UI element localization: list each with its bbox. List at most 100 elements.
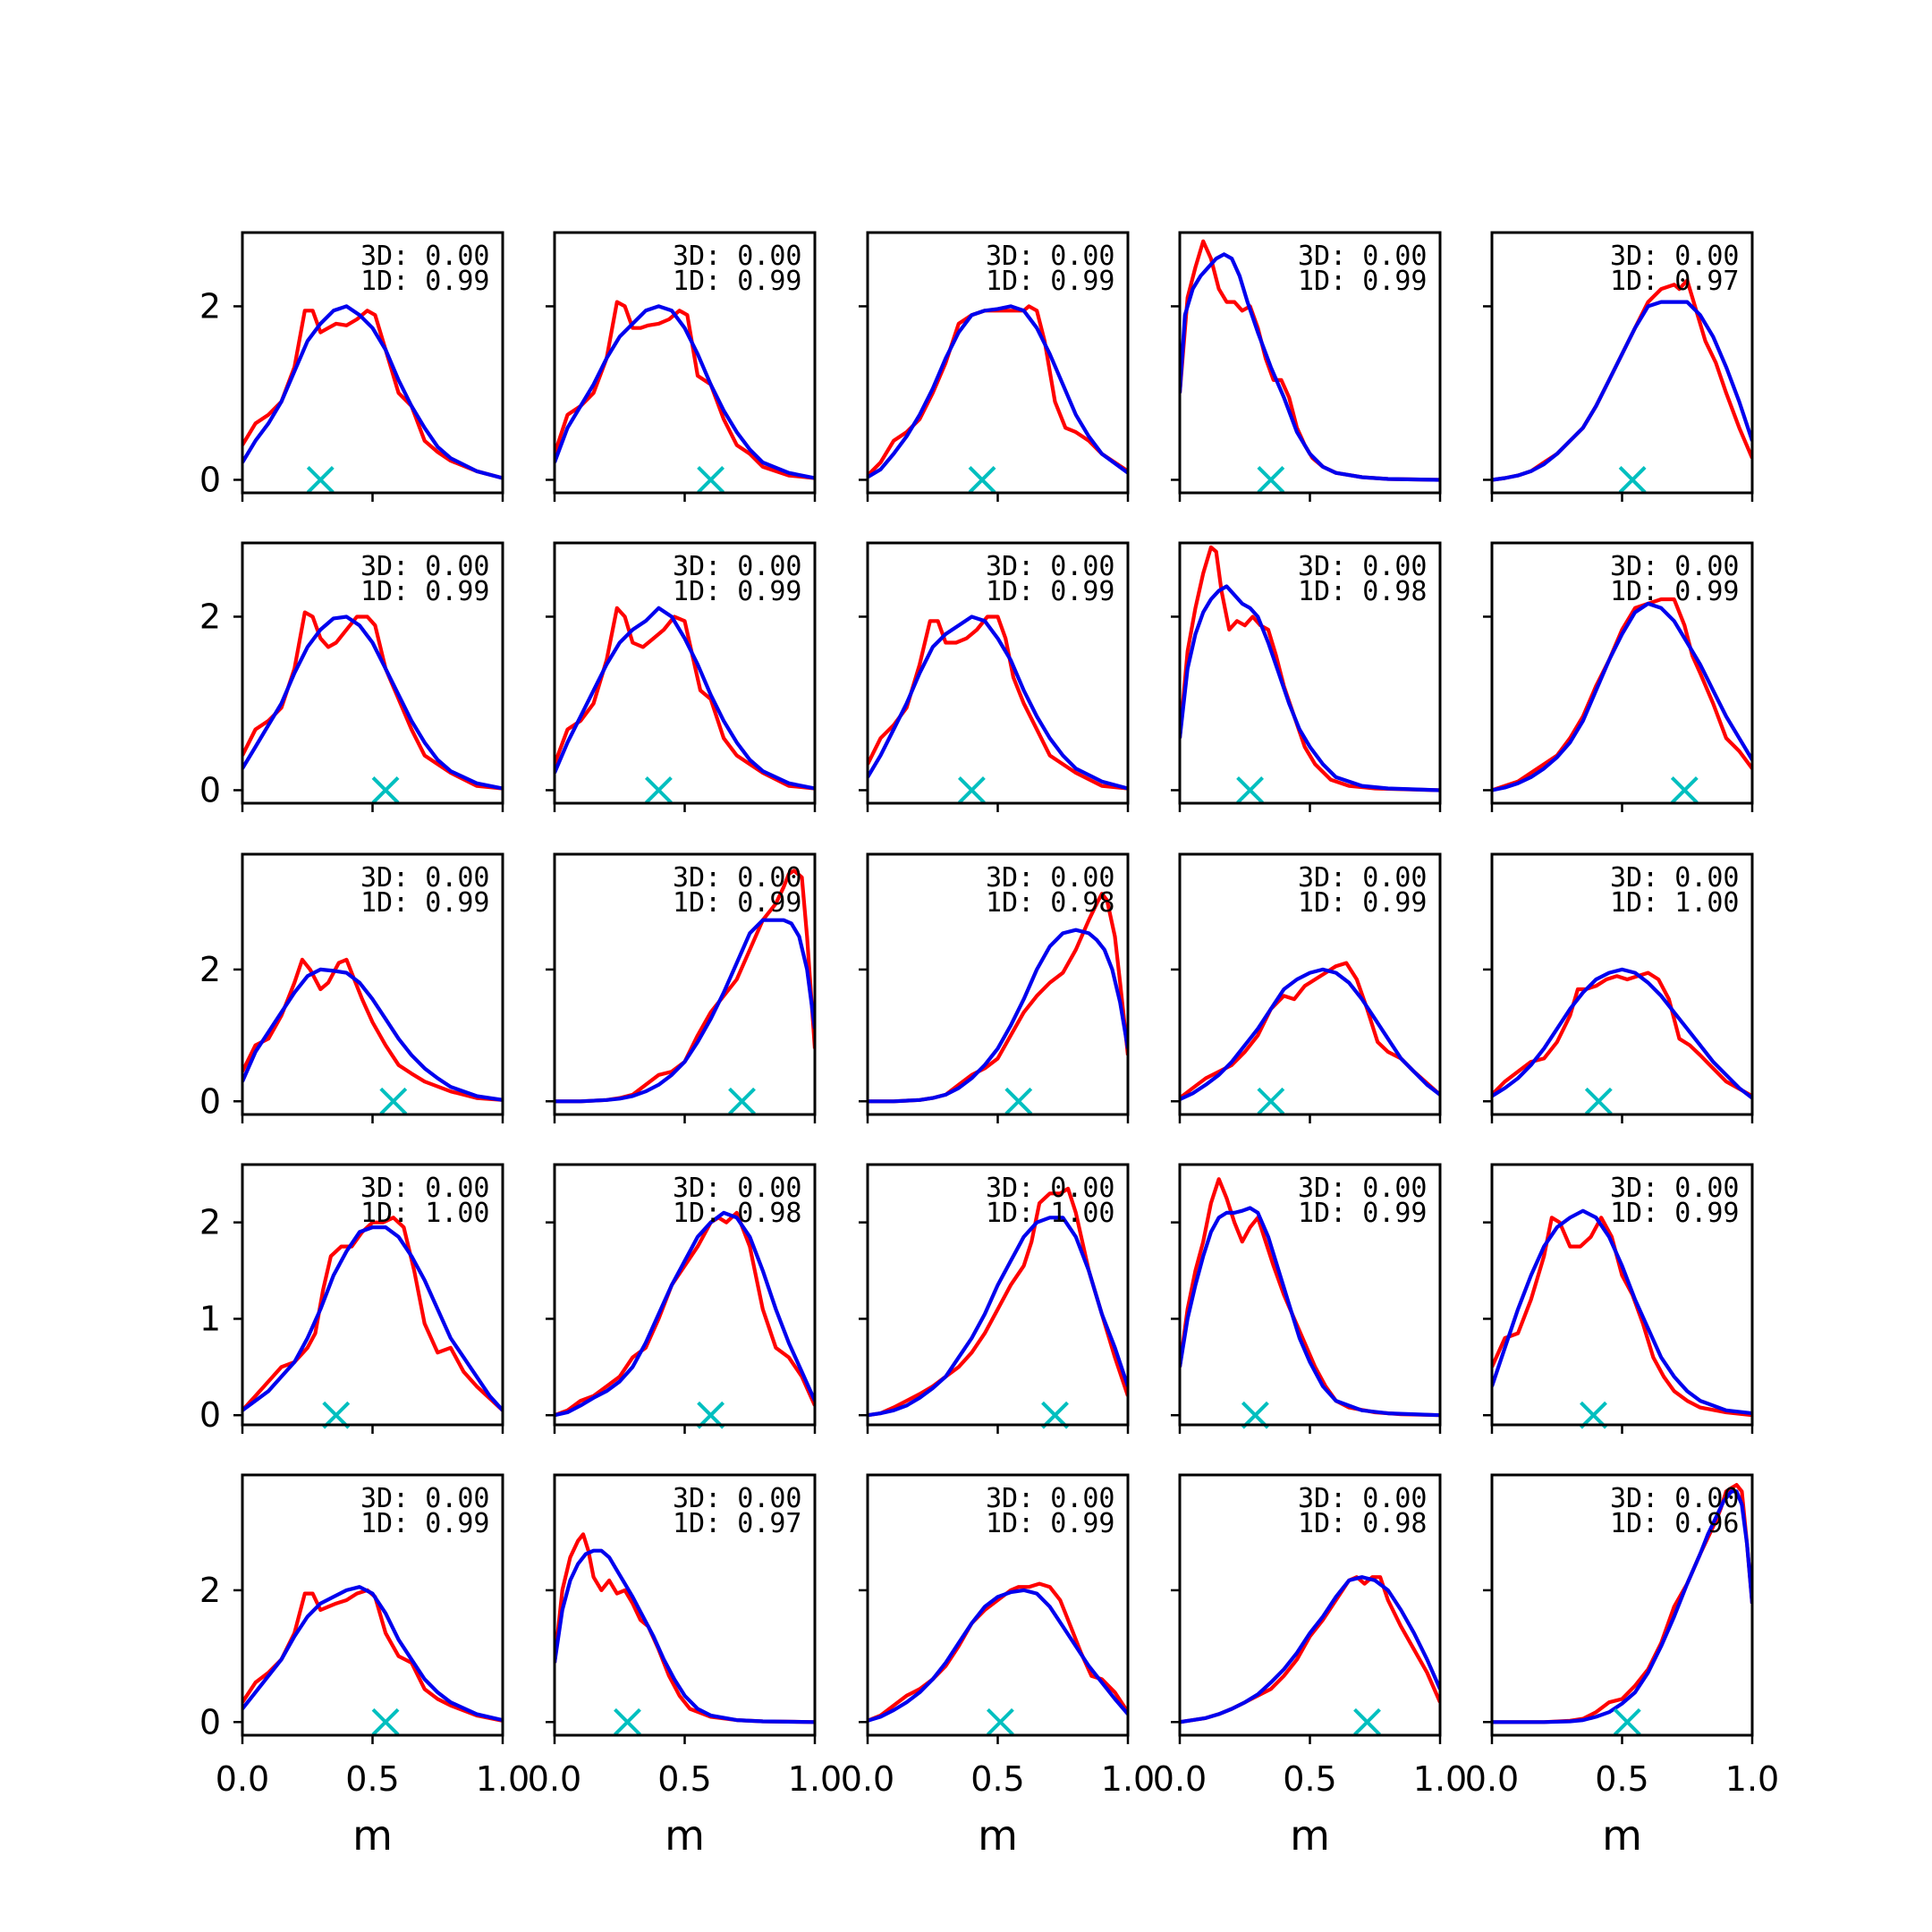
x-marker-stroke bbox=[1584, 1087, 1613, 1115]
blue-series-line bbox=[242, 614, 503, 791]
annotation-text: 1D: 0.99 bbox=[673, 266, 802, 297]
red-series-line bbox=[1492, 970, 1752, 1098]
x-marker-stroke bbox=[697, 466, 725, 494]
x-tick-label: 0.0 bbox=[216, 1759, 269, 1799]
annotation-text: 3D: 0.00 bbox=[986, 241, 1115, 272]
annotation-text: 3D: 0.00 bbox=[986, 1173, 1115, 1204]
annotation-text: 3D: 0.00 bbox=[360, 551, 490, 582]
red-series-line bbox=[555, 1532, 815, 1724]
blue-series-line bbox=[555, 1548, 815, 1724]
y-tick-label: 0 bbox=[199, 1081, 221, 1121]
red-series-line bbox=[555, 606, 815, 791]
x-tick-label: 0.0 bbox=[1153, 1759, 1207, 1799]
annotation-text: 1D: 0.99 bbox=[360, 1508, 490, 1539]
annotation-text: 3D: 0.00 bbox=[673, 862, 802, 894]
annotation-text: 3D: 0.00 bbox=[673, 241, 802, 272]
annotation-text: 3D: 0.00 bbox=[1298, 241, 1428, 272]
y-tick-label: 0 bbox=[199, 770, 221, 809]
x-tick-label: 0.0 bbox=[528, 1759, 581, 1799]
blue-series-line bbox=[1180, 967, 1440, 1102]
x-marker-stroke bbox=[379, 1087, 408, 1115]
annotation-text: 1D: 0.98 bbox=[1298, 576, 1428, 607]
annotation-text: 3D: 0.00 bbox=[1610, 862, 1740, 894]
annotation-text: 1D: 0.99 bbox=[1298, 887, 1428, 919]
x-marker-stroke bbox=[371, 776, 400, 804]
annotation-text: 3D: 0.00 bbox=[1298, 551, 1428, 582]
x-marker bbox=[371, 1707, 400, 1736]
annotation-text: 3D: 0.00 bbox=[360, 241, 490, 272]
x-tick-label: 1.0 bbox=[1101, 1759, 1155, 1799]
annotation-text: 3D: 0.00 bbox=[1298, 862, 1428, 894]
annotation-text: 1D: 0.99 bbox=[986, 576, 1115, 607]
x-marker bbox=[1613, 1707, 1641, 1736]
annotation-text: 1D: 1.00 bbox=[986, 1198, 1115, 1229]
blue-series-line bbox=[1492, 1208, 1752, 1416]
x-marker bbox=[986, 1707, 1014, 1736]
blue-series-line bbox=[242, 967, 503, 1102]
x-marker bbox=[1584, 1087, 1613, 1115]
x-marker-stroke bbox=[1618, 466, 1647, 494]
x-marker-stroke bbox=[1004, 1087, 1033, 1115]
blue-series-line bbox=[868, 1216, 1128, 1418]
annotation-text: 1D: 1.00 bbox=[1610, 887, 1740, 919]
blue-series-line bbox=[1180, 252, 1440, 482]
annotation-text: 3D: 0.00 bbox=[673, 1483, 802, 1514]
red-series-line bbox=[242, 309, 503, 480]
x-marker-stroke bbox=[728, 1087, 756, 1115]
annotation-text: 3D: 0.00 bbox=[986, 551, 1115, 582]
x-axis-label: m bbox=[978, 1811, 1018, 1860]
x-tick-label: 1.0 bbox=[1413, 1759, 1467, 1799]
x-axis-label: m bbox=[1602, 1811, 1642, 1860]
x-marker-stroke bbox=[1353, 1707, 1381, 1736]
x-axis-label: m bbox=[1290, 1811, 1330, 1860]
y-tick-label: 2 bbox=[199, 1203, 221, 1242]
annotation-text: 1D: 0.99 bbox=[360, 266, 490, 297]
red-series-line bbox=[555, 300, 815, 480]
blue-series-line bbox=[868, 928, 1128, 1104]
blue-series-line bbox=[868, 304, 1128, 479]
red-series-line bbox=[242, 1216, 503, 1412]
red-series-line bbox=[1180, 545, 1440, 792]
annotation-text: 3D: 0.00 bbox=[1298, 1173, 1428, 1204]
x-marker bbox=[379, 1087, 408, 1115]
x-tick-label: 0.0 bbox=[1465, 1759, 1519, 1799]
x-marker-stroke bbox=[1613, 1707, 1641, 1736]
x-marker bbox=[1353, 1707, 1381, 1736]
annotation-text: 1D: 0.97 bbox=[673, 1508, 802, 1539]
x-tick-label: 1.0 bbox=[1725, 1759, 1779, 1799]
blue-series-line bbox=[555, 1210, 815, 1418]
red-series-line bbox=[1180, 1575, 1440, 1724]
annotation-text: 1D: 0.97 bbox=[1610, 266, 1740, 297]
x-marker bbox=[614, 1707, 641, 1736]
x-marker bbox=[728, 1087, 756, 1115]
blue-series-line bbox=[1492, 601, 1752, 792]
annotation-text: 1D: 0.98 bbox=[673, 1198, 802, 1229]
x-tick-label: 1.0 bbox=[788, 1759, 842, 1799]
y-tick-label: 1 bbox=[199, 1299, 221, 1338]
annotation-text: 1D: 0.99 bbox=[360, 887, 490, 919]
y-tick-label: 2 bbox=[199, 597, 221, 636]
annotation-text: 1D: 0.98 bbox=[1298, 1508, 1428, 1539]
annotation-text: 1D: 0.99 bbox=[986, 1508, 1115, 1539]
annotation-text: 1D: 0.99 bbox=[1610, 576, 1740, 607]
annotation-text: 1D: 0.99 bbox=[986, 266, 1115, 297]
red-series-line bbox=[1492, 597, 1752, 792]
annotation-text: 3D: 0.00 bbox=[1610, 1173, 1740, 1204]
